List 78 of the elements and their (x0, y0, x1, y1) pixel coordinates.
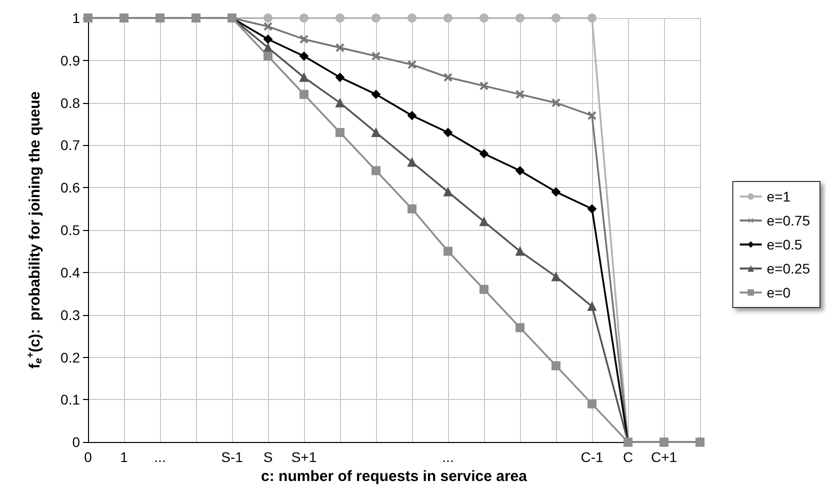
y-tick-label: 0.2 (60, 349, 80, 366)
y-axis-title: fe+(c): probability for joining the queue (26, 91, 44, 369)
x-tick-label: S-1 (221, 449, 244, 466)
point (408, 60, 416, 69)
point (408, 14, 416, 22)
point (588, 399, 596, 408)
point (480, 284, 488, 294)
point (480, 82, 488, 90)
x-tick-label: 0 (84, 449, 92, 466)
point (372, 52, 380, 60)
x-tick-label: C+1 (650, 449, 678, 466)
point (300, 35, 308, 44)
x-tick-label: ... (154, 449, 166, 466)
point (372, 90, 380, 99)
point (408, 111, 416, 120)
point (516, 246, 524, 256)
point (480, 149, 488, 158)
y-tick-label: 0.1 (60, 392, 80, 408)
point (372, 128, 380, 138)
y-tick-label: 0.5 (60, 222, 80, 238)
x-tick-label: ... (442, 449, 454, 466)
point (300, 72, 308, 82)
point (372, 166, 380, 176)
point (588, 204, 596, 214)
x-axis-title: c: number of requests in service area (261, 468, 528, 485)
point (264, 52, 272, 61)
point (300, 52, 308, 61)
point (552, 14, 560, 22)
point (300, 90, 308, 99)
x-tick-label: 1 (120, 449, 128, 466)
y-tick-label: 0.9 (60, 52, 80, 68)
point (336, 128, 344, 138)
point (300, 14, 308, 22)
point (552, 98, 560, 107)
point (444, 73, 452, 82)
y-tick-label: 0.7 (60, 137, 80, 154)
y-tick-label: 1 (72, 10, 80, 26)
y-tick-label: 0.3 (60, 306, 80, 323)
point (264, 22, 272, 31)
y-tick-label: 0.4 (60, 264, 80, 280)
point (480, 217, 488, 226)
point (336, 72, 344, 82)
point (480, 14, 488, 22)
legend-label: e=1 (766, 188, 791, 204)
legend-label: e=0.25 (766, 260, 810, 276)
y-tick-label: 0.8 (60, 94, 80, 111)
y-tick-label: 0.6 (60, 180, 80, 196)
point (336, 98, 344, 108)
point (516, 323, 524, 332)
x-tick-label: C (622, 449, 634, 466)
point (516, 90, 524, 98)
legend-label: e=0 (766, 284, 791, 300)
point (444, 246, 452, 256)
point (552, 272, 560, 282)
point (516, 166, 524, 176)
point (336, 14, 344, 22)
point (444, 187, 452, 196)
point (408, 204, 416, 214)
x-tick-label: S+1 (291, 449, 317, 466)
point (552, 187, 560, 196)
point (264, 43, 272, 52)
point (588, 14, 596, 22)
point (588, 302, 596, 311)
point (372, 14, 380, 22)
legend-label: e=0.75 (766, 212, 810, 228)
point (408, 158, 416, 167)
point (336, 44, 344, 52)
y-tick-label: 0 (72, 434, 80, 450)
x-tick-label: S (263, 449, 273, 466)
point (264, 34, 272, 44)
x-tick-label: C-1 (580, 449, 604, 466)
point (516, 14, 524, 22)
point (444, 128, 452, 138)
point (552, 361, 560, 370)
point (444, 14, 452, 22)
point (264, 14, 272, 22)
point (588, 111, 596, 120)
legend-label: e=0.5 (766, 236, 802, 252)
